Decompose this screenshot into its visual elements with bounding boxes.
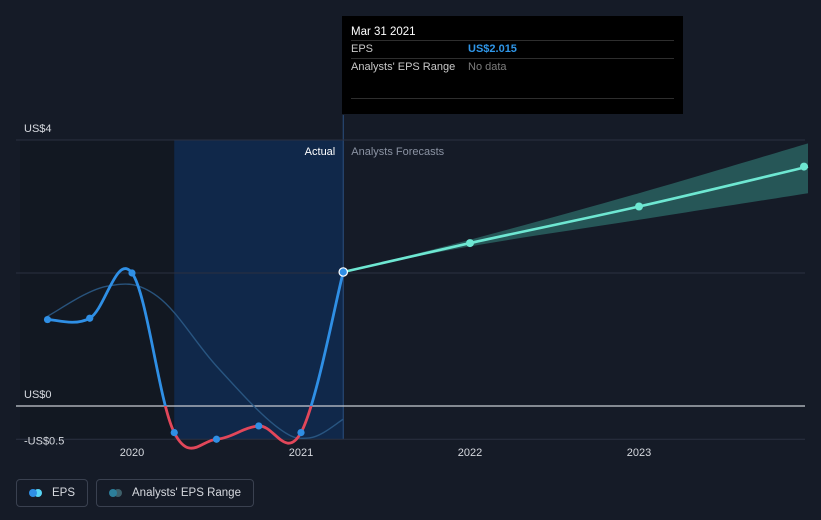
grid-layer [16, 139, 805, 440]
eps-point [212, 435, 221, 443]
forecast-point [800, 162, 808, 171]
series-layer[interactable] [43, 143, 809, 450]
x-tick-label: 2023 [627, 447, 651, 459]
background-layer [20, 115, 344, 439]
text-layer: US$4 US$0 -US$0.5 2020 2021 2022 2023 Actual Ana… [24, 123, 651, 459]
analyst-range-line [47, 283, 344, 440]
y-tick-label: US$0 [24, 389, 52, 401]
forecast-label: Analysts Forecasts [351, 146, 444, 158]
legend-range-label: Analysts' EPS Range [132, 487, 241, 499]
tooltip-eps-value: US$2.015 [468, 43, 517, 55]
eps-point [43, 315, 52, 324]
tooltip-eps-row: EPS US$2.015 [351, 40, 674, 58]
legend-dot-primary [29, 489, 37, 497]
forecast-range-band [343, 143, 808, 273]
tooltip-range-row: Analysts' EPS Range No data [351, 58, 674, 76]
legend-eps-label: EPS [52, 487, 76, 499]
legend-dot-primary [109, 489, 118, 497]
y-tick-label: US$4 [24, 123, 52, 135]
eps-point [255, 422, 263, 430]
eps-point [86, 314, 94, 322]
range-legend-icon [109, 489, 125, 497]
eps-point [170, 429, 178, 437]
y-tick-label: -US$0.5 [24, 435, 64, 447]
x-tick-label: 2021 [289, 447, 313, 459]
forecast-line [342, 165, 809, 274]
legend-dot-secondary [34, 489, 42, 497]
legend-dot-secondary [114, 489, 123, 497]
forecast-point [635, 202, 643, 211]
legend-range-toggle[interactable]: Analysts' EPS Range [96, 479, 254, 507]
actual-label: Actual [305, 146, 336, 158]
highlight-region [174, 140, 344, 439]
eps-legend-icon [29, 489, 45, 497]
tooltip-date: Mar 31 2021 [351, 26, 416, 38]
forecast-point [466, 239, 474, 248]
eps-point [297, 429, 305, 437]
x-tick-label: 2020 [120, 447, 144, 459]
tooltip-divider [351, 98, 674, 99]
tooltip-eps-label: EPS [351, 43, 374, 55]
eps-point [338, 267, 349, 277]
eps-line [47, 267, 345, 406]
legend-eps-toggle[interactable]: EPS [16, 479, 89, 507]
x-tick-label: 2022 [458, 447, 482, 459]
tooltip-range-value: No data [468, 61, 507, 73]
chart-legend: EPS Analysts' EPS Range [16, 479, 254, 507]
tooltip-range-label: Analysts' EPS Range [351, 61, 456, 73]
eps-point [128, 269, 136, 277]
hover-tooltip: Mar 31 2021 EPS US$2.015 Analysts' EPS R… [342, 16, 683, 114]
